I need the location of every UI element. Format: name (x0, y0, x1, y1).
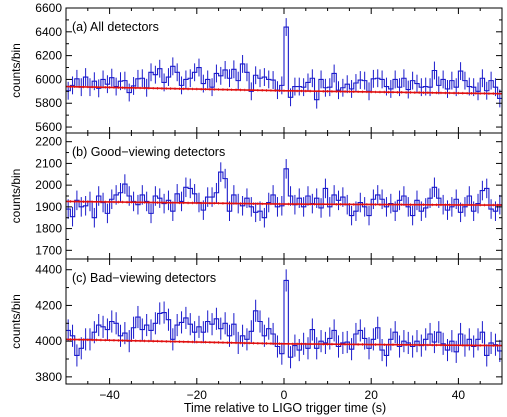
y-tick-label: 1700 (35, 243, 62, 257)
histogram-line (66, 26, 502, 101)
y-tick-label: 4400 (35, 263, 62, 277)
x-axis-label: Time relative to LIGO trigger time (s) (184, 401, 386, 415)
y-tick-label: 6000 (35, 72, 62, 86)
y-tick-label: 3800 (35, 370, 62, 384)
panel: 3800 4000 4200 4400 counts/bin (c) Bad−viewin… (9, 258, 503, 385)
y-tick-label: 6200 (35, 49, 62, 63)
y-axis-label: counts/bin (9, 43, 23, 98)
y-tick-label: 4000 (35, 334, 62, 348)
histogram-line (66, 168, 502, 219)
y-tick-label: 5800 (35, 96, 62, 110)
y-axis-label: counts/bin (9, 169, 23, 224)
plot-area (66, 18, 502, 109)
panel: 5600 5800 6000 6200 6400 6600 counts/bin (a) Al… (9, 1, 503, 134)
y-tick-label: 2200 (35, 135, 62, 149)
plot-area (66, 269, 502, 369)
panel: 1700 1800 1900 2000 2100 2200 counts/bin (b) Go… (9, 132, 503, 260)
x-tick-label: −40 (99, 388, 120, 402)
histogram-line (66, 279, 502, 358)
panel-label: (c) Bad−viewing detectors (72, 271, 216, 285)
x-tick-label: −20 (187, 388, 208, 402)
y-tick-label: 1800 (35, 222, 62, 236)
y-tick-label: 2000 (35, 178, 62, 192)
x-tick-label: 40 (452, 388, 466, 402)
background-model-points (66, 85, 502, 96)
x-tick-label: 0 (281, 388, 288, 402)
y-tick-label: 6600 (35, 1, 62, 15)
panel-label: (a) All detectors (72, 20, 159, 34)
background-model-points (66, 200, 502, 207)
y-tick-label: 6400 (35, 25, 62, 39)
x-tick-label: 20 (365, 388, 379, 402)
panels: 5600 5800 6000 6200 6400 6600 counts/bin (a) Al… (9, 1, 503, 402)
y-tick-label: 5600 (35, 120, 62, 134)
y-tick-label: 2100 (35, 156, 62, 170)
y-tick-label: 4200 (35, 298, 62, 312)
y-tick-label: 1900 (35, 200, 62, 214)
plot-area (66, 159, 502, 228)
background-model-points (66, 338, 502, 347)
y-axis-label: counts/bin (9, 294, 23, 349)
panel-label: (b) Good−viewing detectors (72, 145, 225, 159)
